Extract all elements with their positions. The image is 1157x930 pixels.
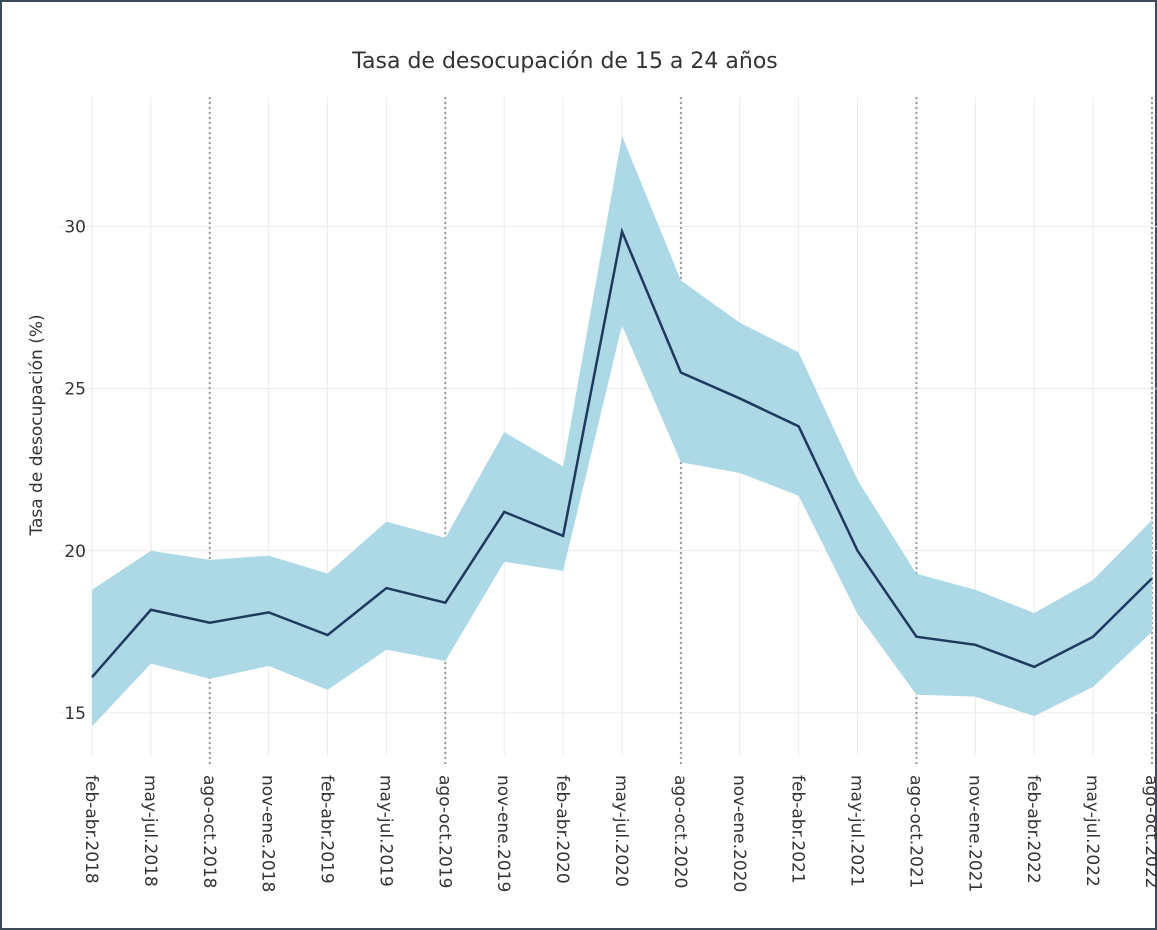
x-tick-label: feb-abr.2020 — [552, 775, 572, 884]
x-tick-label: ago-oct.2021 — [905, 775, 925, 888]
x-tick-label: feb-abr.2018 — [81, 775, 101, 884]
x-tick-label: may-jul.2021 — [847, 775, 867, 887]
y-tick-label: 30 — [64, 218, 86, 238]
y-tick-label: 25 — [64, 380, 86, 400]
y-tick-label: 20 — [64, 542, 86, 562]
x-tick-label: may-jul.2022 — [1082, 775, 1102, 887]
x-tick-label: may-jul.2020 — [611, 775, 631, 887]
x-tick-label: nov-ene.2021 — [964, 775, 984, 892]
x-tick-label: nov-ene.2018 — [258, 775, 278, 892]
confidence-band — [92, 135, 1152, 727]
y-axis-title: Tasa de desocupación (%) — [27, 314, 47, 536]
x-tick-label: may-jul.2018 — [140, 775, 160, 887]
x-tick-label: nov-ene.2019 — [493, 775, 513, 892]
x-tick-label: ago-oct.2019 — [434, 775, 454, 888]
line — [91, 227, 1153, 679]
x-tick-label: ago-oct.2018 — [199, 775, 219, 888]
x-tick-label: may-jul.2019 — [375, 775, 395, 887]
x-tick-label: ago-oct.2022 — [1141, 775, 1157, 888]
x-tick-label: nov-ene.2020 — [729, 775, 749, 892]
x-tick-label: ago-oct.2020 — [670, 775, 690, 888]
chart-title: Tasa de desocupación de 15 a 24 años — [351, 49, 778, 74]
x-tick-label: feb-abr.2019 — [317, 775, 337, 884]
y-tick-label: 15 — [64, 704, 86, 724]
x-tick-label: feb-abr.2022 — [1023, 775, 1043, 884]
x-tick-label: feb-abr.2021 — [788, 775, 808, 884]
